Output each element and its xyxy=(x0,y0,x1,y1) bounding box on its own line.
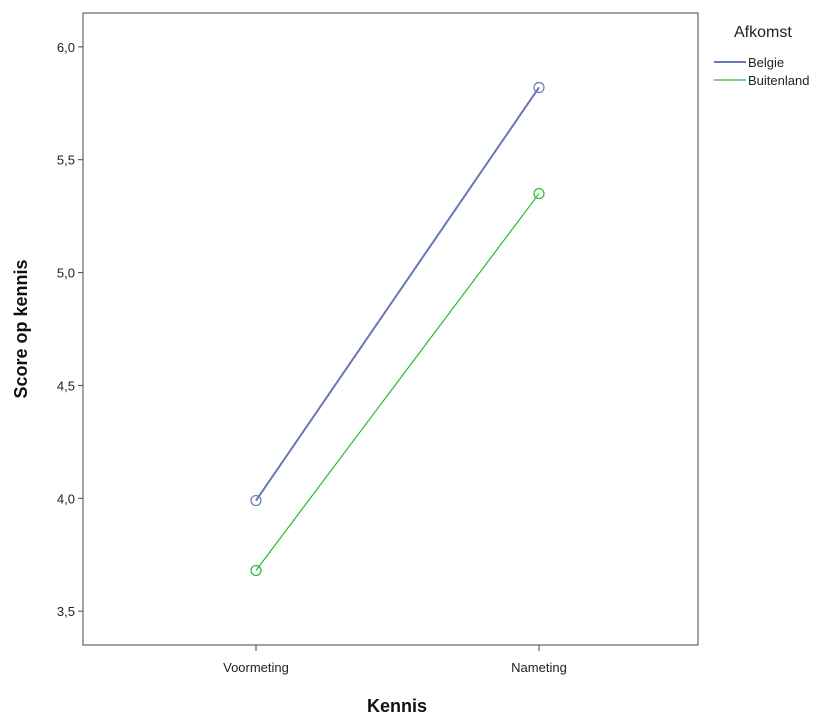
legend-title: Afkomst xyxy=(734,24,792,41)
data-point xyxy=(533,187,545,200)
legend-label: Buitenland xyxy=(748,73,809,88)
y-tick-label: 3,5 xyxy=(57,604,75,619)
y-axis: 3,5 4,0 4,5 5,0 5,5 6,0 xyxy=(57,40,83,619)
data-point xyxy=(250,564,262,577)
y-tick-label: 5,0 xyxy=(57,266,75,281)
y-tick-label: 5,5 xyxy=(57,153,75,168)
series-line xyxy=(255,86,540,502)
x-axis: Voormeting Nameting xyxy=(223,645,567,675)
series-layer xyxy=(250,81,545,577)
legend: Afkomst Belgie Buitenland xyxy=(714,24,809,88)
x-tick-label: Nameting xyxy=(511,660,567,675)
data-point xyxy=(250,494,262,507)
legend-items: Belgie Buitenland xyxy=(714,55,809,88)
y-tick-label: 4,0 xyxy=(57,491,75,506)
plot-area xyxy=(82,12,699,646)
x-axis-title: Kennis xyxy=(367,696,427,716)
legend-label: Belgie xyxy=(748,55,784,70)
x-tick-label: Voormeting xyxy=(223,660,289,675)
y-tick-label: 4,5 xyxy=(57,378,75,393)
y-tick-label: 6,0 xyxy=(57,40,75,55)
series-line xyxy=(255,193,540,571)
data-point xyxy=(533,81,545,94)
y-axis-title: Score op kennis xyxy=(11,259,31,398)
